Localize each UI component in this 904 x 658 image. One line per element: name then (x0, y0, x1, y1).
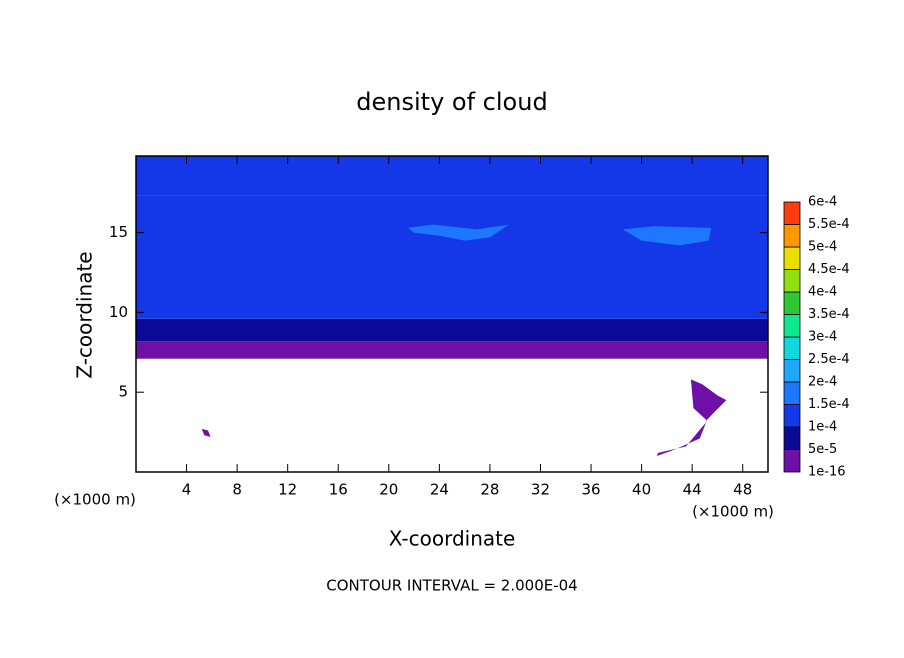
colorbar-label: 3.5e-4 (808, 307, 850, 322)
contour-patch (407, 224, 509, 241)
colorbar-swatch (783, 291, 801, 315)
chart-title: density of cloud (356, 88, 547, 116)
colorbar-swatch (783, 314, 801, 338)
colorbar-label: 2.5e-4 (808, 352, 850, 367)
colorbar-label: 6e-4 (808, 195, 837, 210)
x-tick-label: 44 (683, 481, 702, 499)
colorbar-label: 4e-4 (808, 285, 837, 300)
colorbar-label: 4.5e-4 (808, 262, 850, 277)
x-tick-label: 4 (182, 481, 192, 499)
x-tick-label: 24 (430, 481, 449, 499)
contour-band (136, 195, 768, 319)
colorbar-swatch (783, 224, 801, 248)
colorbar-label: 1.5e-4 (808, 397, 850, 412)
contour-band (136, 341, 768, 359)
contour-band (136, 318, 768, 342)
colorbar-label: 1e-16 (808, 465, 846, 480)
colorbar-label: 2e-4 (808, 375, 837, 390)
y-tick-label: 15 (109, 223, 128, 241)
x-tick-label: 32 (531, 481, 550, 499)
colorbar-swatch (783, 381, 801, 405)
x-tick-label: 28 (480, 481, 499, 499)
x-tick-label: 16 (329, 481, 348, 499)
colorbar-label: 5.5e-4 (808, 217, 850, 232)
colorbar-label: 1e-4 (808, 420, 837, 435)
x-tick-label: 40 (632, 481, 651, 499)
colorbar-swatch (783, 426, 801, 450)
contour-note: CONTOUR INTERVAL = 2.000E-04 (326, 577, 577, 595)
contour-patch (656, 379, 727, 457)
x-tick-label: 48 (733, 481, 752, 499)
x-axis-label: X-coordinate (389, 527, 516, 551)
colorbar-swatch (783, 359, 801, 383)
y-tick-label: 10 (109, 303, 128, 321)
y-tick-label: 5 (118, 383, 128, 401)
colorbar-swatch (783, 246, 801, 270)
colorbar-label: 5e-4 (808, 240, 837, 255)
colorbar-swatch (783, 404, 801, 428)
y-unit: (×1000 m) (54, 491, 136, 509)
colorbar-label: 3e-4 (808, 330, 837, 345)
colorbar-swatch (783, 201, 801, 225)
x-tick-label: 36 (581, 481, 600, 499)
x-tick-label: 8 (232, 481, 242, 499)
y-axis-label: Z-coordinate (73, 251, 97, 378)
x-tick-label: 12 (278, 481, 297, 499)
x-tick-label: 20 (379, 481, 398, 499)
colorbar-swatch (783, 449, 801, 473)
colorbar-label: 5e-5 (808, 442, 837, 457)
contour-patch (622, 226, 712, 246)
colorbar-swatch (783, 269, 801, 293)
contour-patch (201, 428, 211, 437)
contour-band (136, 156, 768, 196)
x-unit: (×1000 m) (692, 503, 774, 521)
plot-frame (135, 155, 769, 473)
colorbar-swatch (783, 336, 801, 360)
